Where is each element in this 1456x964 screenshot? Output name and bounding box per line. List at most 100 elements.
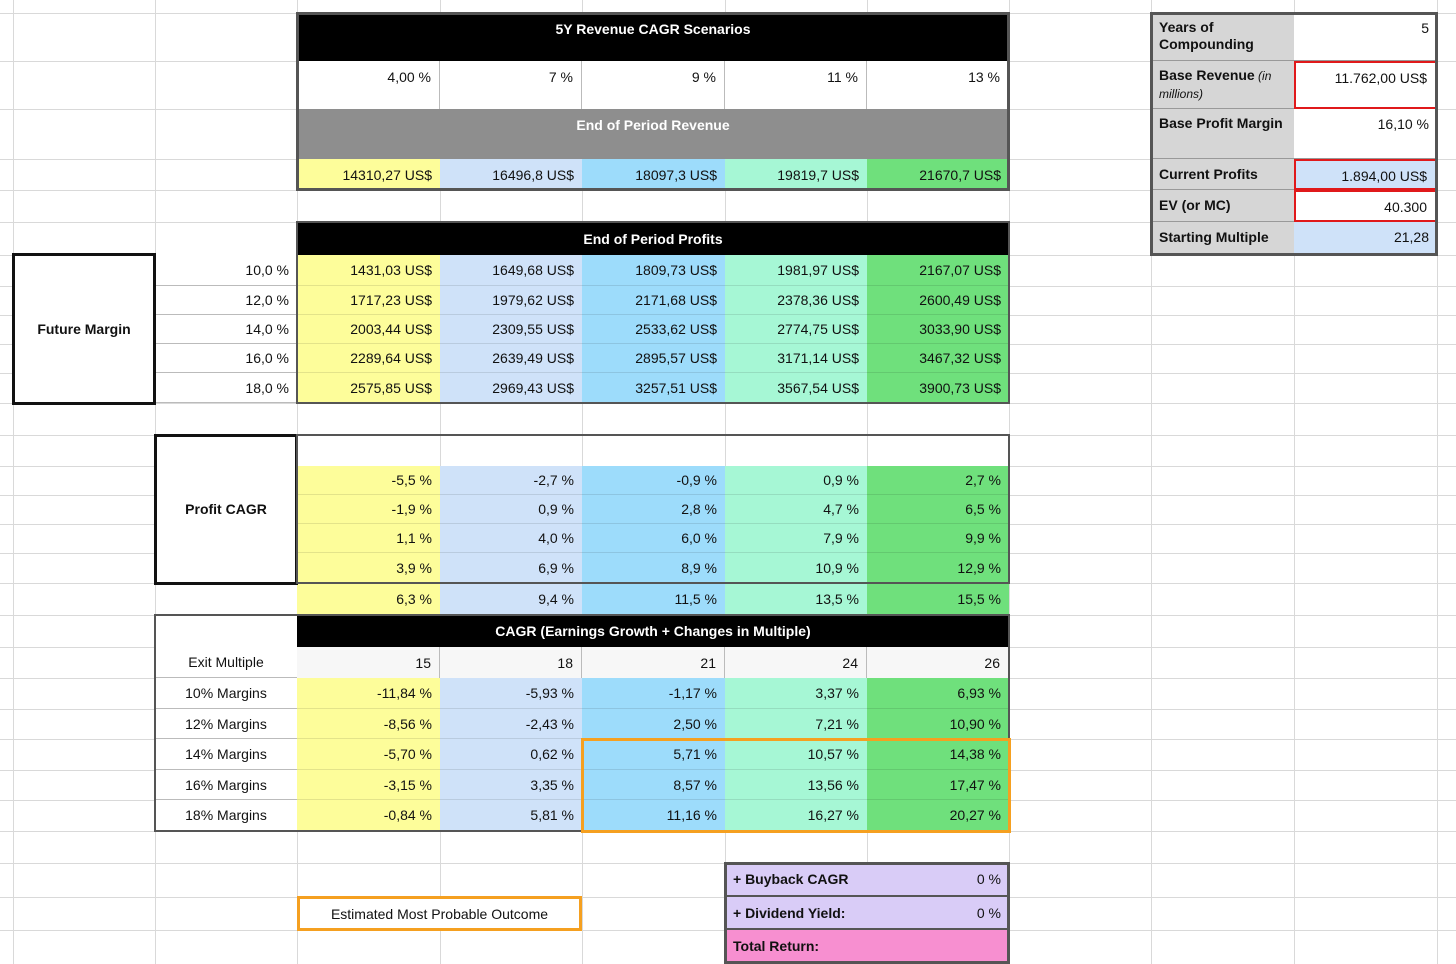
grid-line — [0, 403, 1456, 404]
cagr-value: 13,56 % — [725, 770, 867, 800]
profit-cagr: 6,3 % — [297, 583, 440, 615]
profit-value: 3033,90 US$ — [867, 315, 1009, 344]
table-title: End of Period Profits — [297, 222, 1009, 255]
profit-cagr: -2,7 % — [440, 466, 582, 495]
profit-cagr: 0,9 % — [440, 495, 582, 524]
profit-value: 1809,73 US$ — [582, 255, 725, 286]
revenue-value: 14310,27 US$ — [297, 159, 440, 190]
input-value: 11.762,00 US$ — [1294, 61, 1437, 109]
exit-multiple: 18 — [440, 647, 582, 678]
growth-rate: 13 % — [867, 61, 1009, 109]
exit-multiple: 15 — [297, 647, 440, 678]
cagr-value: 10,57 % — [725, 739, 867, 770]
row-label: 18% Margins — [155, 800, 297, 831]
growth-rate: 11 % — [725, 61, 867, 109]
cagr-value: -5,93 % — [440, 678, 582, 709]
input-label: Years of Compounding — [1151, 13, 1294, 61]
input-value: 16,10 % — [1294, 109, 1437, 159]
table-title: End of Period Revenue — [297, 109, 1009, 159]
profit-value: 2171,68 US$ — [582, 286, 725, 315]
label-text: Base Revenue — [1159, 67, 1255, 83]
return-label: + Buyback CAGR — [725, 863, 867, 897]
row-label: 12% Margins — [155, 709, 297, 739]
cagr-value: -8,56 % — [297, 709, 440, 739]
profit-cagr: 9,9 % — [867, 524, 1009, 553]
profit-cagr: -1,9 % — [297, 495, 440, 524]
profit-cagr: -0,9 % — [582, 466, 725, 495]
label-text: Base Profit Margin — [1159, 115, 1283, 131]
profit-value: 3467,32 US$ — [867, 344, 1009, 373]
exit-multiple: 24 — [725, 647, 867, 678]
row-label: Exit Multiple — [155, 647, 297, 678]
row-label: Profit CAGR — [155, 435, 297, 583]
cagr-value: 5,81 % — [440, 800, 582, 831]
profit-value: 2969,43 US$ — [440, 373, 582, 403]
revenue-value: 16496,8 US$ — [440, 159, 582, 190]
cagr-value: -2,43 % — [440, 709, 582, 739]
profit-value: 2167,07 US$ — [867, 255, 1009, 286]
return-label: + Dividend Yield: — [725, 897, 867, 930]
growth-rate: 4,00 % — [297, 61, 440, 109]
margin: 18,0 % — [155, 373, 297, 403]
profit-value: 3567,54 US$ — [725, 373, 867, 403]
profit-cagr: 4,7 % — [725, 495, 867, 524]
profit-value: 1431,03 US$ — [297, 255, 440, 286]
exit-multiple: 26 — [867, 647, 1009, 678]
growth-rate: 7 % — [440, 61, 582, 109]
profit-value: 2575,85 US$ — [297, 373, 440, 403]
cagr-value: 2,50 % — [582, 709, 725, 739]
profit-cagr: 6,9 % — [440, 553, 582, 583]
label-text: Years of Compounding — [1159, 19, 1254, 52]
cagr-value: 5,71 % — [582, 739, 725, 770]
profit-cagr: 9,4 % — [440, 583, 582, 615]
cagr-value: 16,27 % — [725, 800, 867, 831]
profit-value: 3257,51 US$ — [582, 373, 725, 403]
grid-line — [13, 0, 14, 964]
cagr-value: -5,70 % — [297, 739, 440, 770]
margin: 10,0 % — [155, 255, 297, 286]
profit-value: 2289,64 US$ — [297, 344, 440, 373]
row-label: 10% Margins — [155, 678, 297, 709]
label-text: EV (or MC) — [1159, 197, 1231, 213]
margin: 16,0 % — [155, 344, 297, 373]
grid-line — [0, 831, 1456, 832]
return-value: 0 % — [867, 897, 1009, 930]
profit-value: 1649,68 US$ — [440, 255, 582, 286]
grid-line — [1009, 0, 1010, 964]
profit-cagr: 13,5 % — [725, 583, 867, 615]
input-label: Starting Multiple — [1151, 222, 1294, 255]
profit-cagr: 7,9 % — [725, 524, 867, 553]
profit-value: 3171,14 US$ — [725, 344, 867, 373]
profit-value: 2600,49 US$ — [867, 286, 1009, 315]
input-label: Base Profit Margin — [1151, 109, 1294, 159]
cagr-value: 3,37 % — [725, 678, 867, 709]
input-value: 1.894,00 US$ — [1294, 159, 1437, 190]
return-value: 0 % — [867, 863, 1009, 897]
table-title: 5Y Revenue CAGR Scenarios — [297, 13, 1009, 61]
cagr-value: 8,57 % — [582, 770, 725, 800]
cagr-value: 7,21 % — [725, 709, 867, 739]
profit-value: 2003,44 US$ — [297, 315, 440, 344]
profit-value: 2378,36 US$ — [725, 286, 867, 315]
input-label: EV (or MC) — [1151, 190, 1294, 222]
revenue-value: 18097,3 US$ — [582, 159, 725, 190]
input-value: 40.300 — [1294, 190, 1437, 222]
profit-value: 1979,62 US$ — [440, 286, 582, 315]
profit-value: 1717,23 US$ — [297, 286, 440, 315]
profit-cagr: 0,9 % — [725, 466, 867, 495]
profit-cagr: 12,9 % — [867, 553, 1009, 583]
cagr-value: 17,47 % — [867, 770, 1009, 800]
profit-value: 1981,97 US$ — [725, 255, 867, 286]
cagr-value: 20,27 % — [867, 800, 1009, 831]
profit-value: 2895,57 US$ — [582, 344, 725, 373]
cagr-value: 6,93 % — [867, 678, 1009, 709]
input-label: Base Revenue (in millions) — [1151, 61, 1294, 109]
label-text: Starting Multiple — [1159, 229, 1269, 245]
table-title: CAGR (Earnings Growth + Changes in Multi… — [297, 615, 1009, 647]
profit-cagr: 11,5 % — [582, 583, 725, 615]
label-note: (in millions) — [1159, 69, 1272, 101]
profit-cagr: -5,5 % — [297, 466, 440, 495]
profit-value: 2309,55 US$ — [440, 315, 582, 344]
row-label: 16% Margins — [155, 770, 297, 800]
cagr-value: 3,35 % — [440, 770, 582, 800]
